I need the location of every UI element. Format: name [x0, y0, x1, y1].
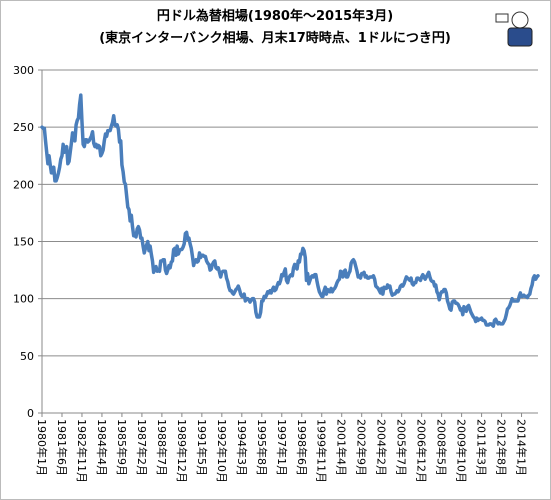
x-tick-label: 2008年5月 [435, 419, 449, 476]
y-tick-label: 0 [27, 407, 34, 420]
x-tick-label: 2001年4月 [335, 419, 349, 476]
x-tick-label: 1994年3月 [235, 419, 249, 476]
x-tick-label: 2002年9月 [355, 419, 369, 476]
y-tick-label: 200 [13, 178, 34, 191]
y-tick-label: 300 [13, 64, 34, 77]
chart-title: 円ドル為替相場(1980年～2015年3月) [157, 8, 393, 24]
y-tick-label: 50 [20, 350, 34, 363]
x-tick-label: 2006年12月 [415, 419, 429, 483]
data-line [40, 93, 540, 328]
x-tick-label: 1980年1月 [35, 419, 49, 476]
x-tick-label: 1985年9月 [115, 419, 129, 476]
x-tick-label: 1988年7月 [155, 419, 169, 476]
x-tick-label: 1999年11月 [315, 419, 329, 483]
y-tick-label: 150 [13, 236, 34, 249]
y-tick-label: 100 [13, 293, 34, 306]
x-tick-label: 1981年6月 [55, 419, 69, 476]
y-tick-label: 250 [13, 121, 34, 134]
x-tick-label: 2009年10月 [455, 419, 469, 483]
x-tick-label: 2012年8月 [495, 419, 509, 476]
x-tick-label: 1997年1月 [275, 419, 289, 476]
x-tick-label: 1989年12月 [175, 419, 189, 483]
x-tick-label: 2005年7月 [395, 419, 409, 476]
x-tick-label: 2011年3月 [475, 419, 489, 476]
chart-subtitle: (東京インターバンク相場、月末17時時点、1ドルにつき円) [99, 30, 451, 46]
x-tick-label: 2014年1月 [515, 419, 529, 476]
x-tick-label: 1995年8月 [255, 419, 269, 476]
x-tick-label: 1991年5月 [195, 419, 209, 476]
x-tick-label: 1987年2月 [135, 419, 149, 476]
x-tick-label: 1992年10月 [215, 419, 229, 483]
logo-icon [495, 11, 533, 47]
x-tick-label: 1982年11月 [75, 419, 89, 483]
x-tick-label: 1998年6月 [295, 419, 309, 476]
x-tick-label: 2004年2月 [375, 419, 389, 476]
x-tick-label: 1984年4月 [95, 419, 109, 476]
